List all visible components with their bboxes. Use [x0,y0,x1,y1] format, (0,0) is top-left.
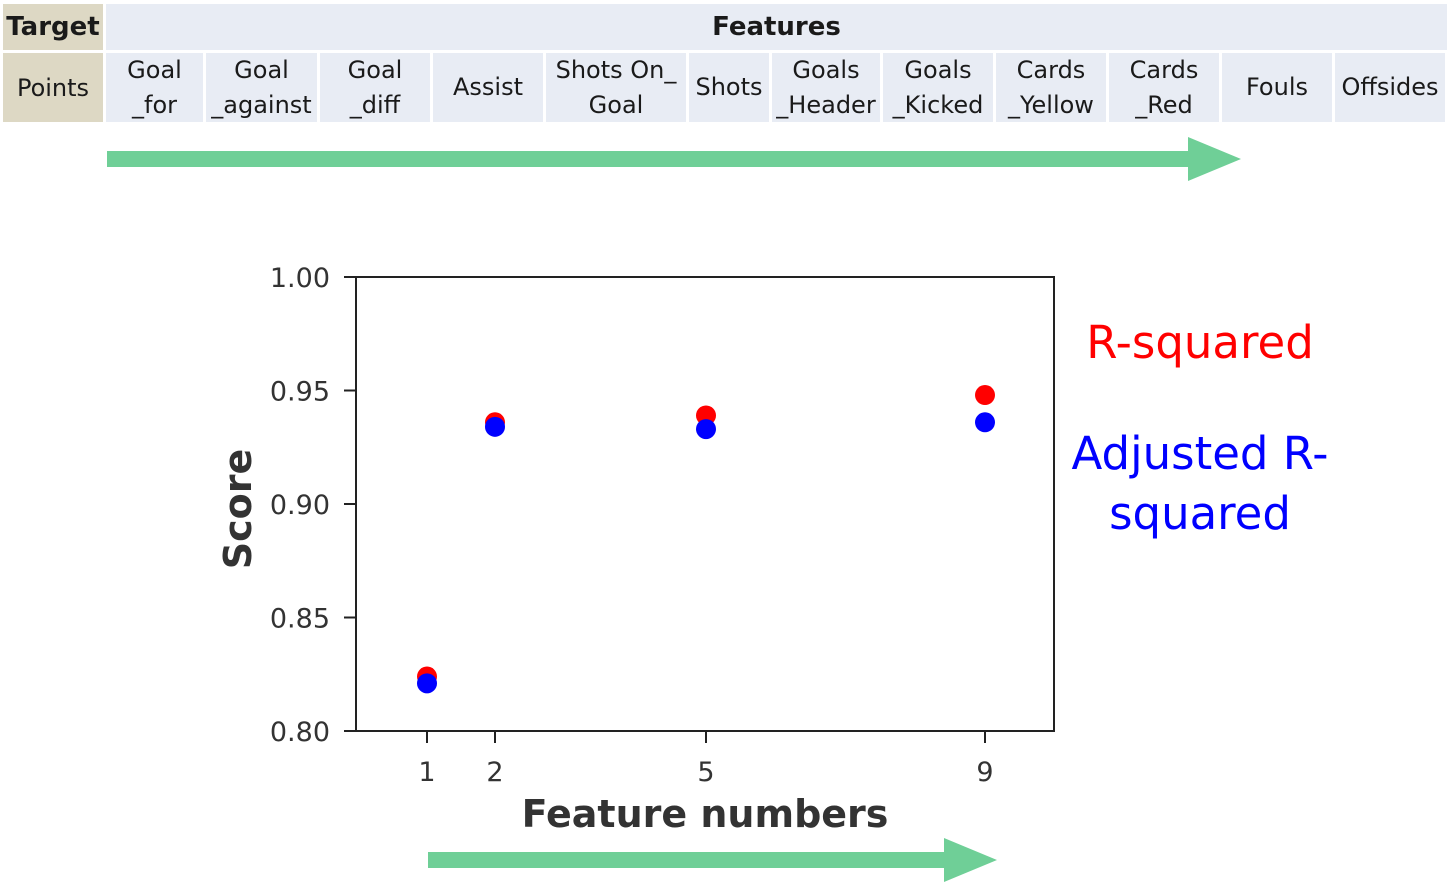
legend-r-squared-label: R-squared [1086,316,1314,369]
feature-cell: Goal _for [106,53,203,122]
table-value-row: Points Goal _for Goal _against Goal _diff A… [0,53,1445,122]
x-tick-label: 2 [486,757,503,788]
table-header-row: Target Features [0,4,1447,50]
features-header: Features [106,4,1447,50]
adjusted-r-squared-point [696,419,716,440]
top-arrow-icon [107,137,1241,181]
y-tick-label: 0.80 [270,717,330,748]
feature-cell: Shots [689,53,769,122]
feature-cell: Goals _Kicked [883,53,993,122]
feature-cell: Assist [433,53,543,122]
y-tick-label: 0.90 [270,490,330,521]
adjusted-r-squared-point [417,673,437,694]
x-tick-label: 1 [418,757,435,788]
r-squared-point [975,385,995,406]
target-value: Points [3,53,103,122]
legend-r-squared: R-squared [1075,313,1325,373]
feature-cell: Cards _Red [1109,53,1219,122]
y-tick-label: 1.00 [270,263,330,294]
x-tick-label: 9 [976,757,993,788]
y-tick-label: 0.85 [270,604,330,635]
legend-adjusted-label-line2: squared [1109,487,1291,540]
feature-cell: Cards _Yellow [996,53,1106,122]
adjusted-r-squared-point [975,412,995,433]
legend-adjusted-r-squared: Adjusted R- squared [1060,424,1340,544]
legend-adjusted-label-line1: Adjusted R- [1071,427,1329,480]
x-axis-label: Feature numbers [522,792,889,836]
feature-cell: Goal _against [206,53,317,122]
feature-cell: Goal _diff [320,53,430,122]
plot-frame [355,276,1055,732]
y-axis-label: Score [216,449,260,570]
x-tick-label: 5 [697,757,714,788]
feature-cell: Offsides [1335,53,1445,122]
feature-cell: Goals _Header [772,53,880,122]
adjusted-r-squared-point [485,416,505,437]
y-tick-label: 0.95 [270,377,330,408]
feature-cell: Fouls [1222,53,1332,122]
target-header: Target [3,4,103,50]
feature-cell: Shots On_ Goal [546,53,686,122]
